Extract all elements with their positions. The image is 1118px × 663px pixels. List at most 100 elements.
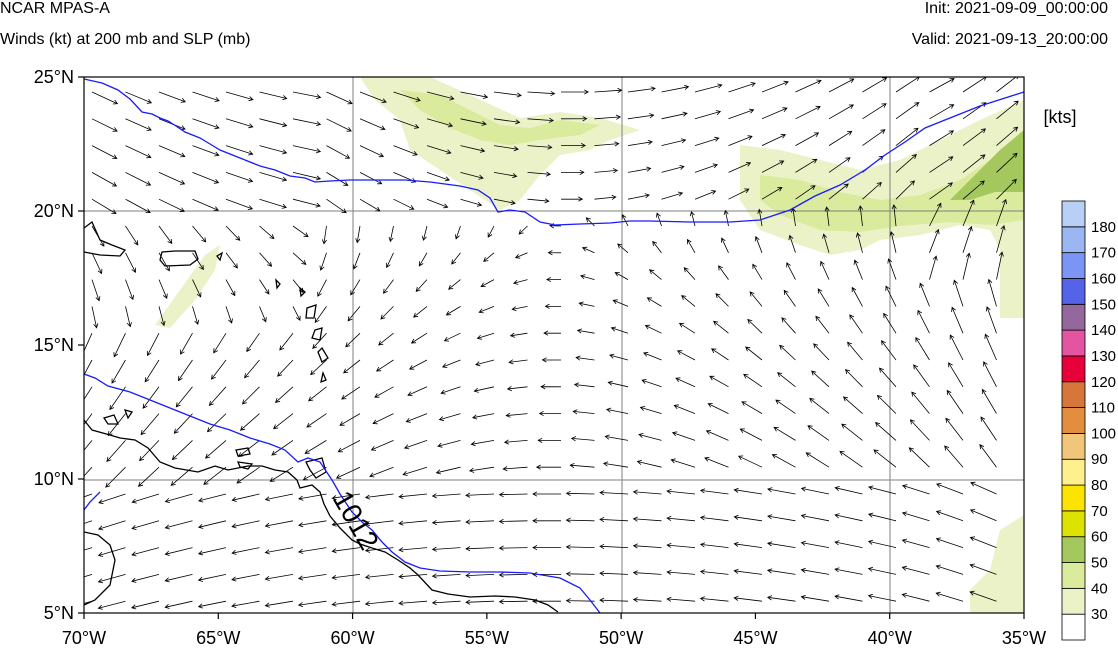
colorbar-swatch — [1061, 613, 1086, 641]
wind-arrow — [326, 118, 352, 132]
wind-arrow — [847, 341, 863, 361]
wind-arrow — [518, 225, 528, 235]
wind-arrow — [761, 80, 789, 93]
wind-arrow — [393, 91, 421, 102]
wind-arrow — [643, 351, 662, 361]
wind-arrow — [944, 445, 964, 468]
wind-arrow — [908, 447, 930, 468]
wind-arrow — [292, 145, 322, 154]
coast-greater-antilles — [84, 220, 127, 257]
wind-arrow — [532, 545, 561, 551]
wind-arrow — [352, 252, 361, 270]
wind-arrow — [192, 198, 219, 211]
wind-arrow — [813, 343, 830, 361]
wind-arrow — [84, 520, 93, 524]
wind-arrow — [599, 570, 629, 576]
wind-arrow — [314, 306, 327, 323]
wind-arrow — [171, 440, 193, 461]
wind-arrow — [292, 118, 322, 127]
wind-arrow — [880, 340, 897, 361]
wind-arrow — [948, 362, 964, 388]
lon-tick-label: 60°W — [330, 628, 374, 648]
wind-arrow — [91, 252, 103, 275]
wind-arrow — [471, 413, 495, 420]
wind-arrow — [231, 574, 260, 582]
wind-arrow — [131, 493, 160, 504]
lat-tick-label: 20°N — [34, 201, 74, 221]
colorbar-label: 50 — [1091, 555, 1108, 572]
wind-arrow — [241, 386, 260, 405]
wind-arrow — [527, 117, 555, 123]
wind-arrow — [302, 466, 327, 481]
wind-arrow — [331, 574, 361, 580]
wind-arrow — [594, 141, 620, 147]
wind-arrow — [421, 225, 428, 241]
jet-max-east — [950, 130, 1024, 200]
wind-arrow — [929, 228, 940, 253]
wind-arrow — [699, 542, 729, 548]
wind-arrow — [197, 547, 227, 556]
wind-arrow — [901, 565, 930, 575]
wind-arrow — [259, 145, 288, 155]
wind-arrow — [192, 252, 204, 271]
wind-arrow — [962, 225, 973, 253]
wind-arrow — [277, 359, 294, 377]
wind-arrow — [795, 158, 818, 173]
colorbar-label: 70 — [1091, 503, 1108, 520]
wind-arrow — [694, 83, 723, 93]
wind-arrow — [398, 493, 428, 499]
wind-arrow — [538, 410, 562, 417]
wind-arrow — [733, 568, 763, 575]
wind-arrow — [569, 463, 595, 469]
wind-arrow — [326, 172, 349, 186]
wind-arrow — [953, 279, 964, 307]
coast-margarita — [235, 447, 254, 470]
wind-arrow — [331, 547, 361, 554]
wind-arrow — [158, 145, 186, 158]
wind-arrow — [259, 172, 288, 182]
wind-arrow — [97, 600, 126, 610]
wind-arrow — [689, 211, 696, 227]
colorbar-label: 110 — [1091, 400, 1115, 417]
wind-arrow — [929, 104, 955, 120]
coast-puerto-rico — [159, 250, 199, 267]
wind-arrow — [867, 566, 897, 575]
colorbar-swatch — [1061, 303, 1086, 331]
wind-arrow — [737, 455, 763, 468]
wind-arrow — [84, 413, 93, 426]
wind-arrow — [913, 364, 930, 388]
wind-arrow — [441, 359, 461, 368]
wind-arrow — [460, 91, 489, 99]
wind-arrow — [310, 359, 327, 376]
wind-arrow — [627, 193, 650, 200]
wind-arrow — [393, 198, 415, 210]
wind-arrow — [543, 330, 562, 336]
wind-arrow — [343, 359, 361, 374]
wind-arrow — [834, 540, 863, 548]
wind-arrow — [225, 145, 254, 156]
wind-arrow — [292, 225, 309, 238]
wind-arrow — [478, 306, 495, 314]
wind-arrow — [996, 77, 1019, 93]
wind-arrow — [125, 306, 132, 328]
wind-arrow — [707, 403, 729, 414]
wind-arrow — [465, 519, 495, 525]
wind-arrow — [125, 252, 136, 273]
lon-tick-label: 40°W — [868, 628, 912, 648]
wind-arrow — [125, 198, 151, 213]
wind-arrow — [506, 385, 528, 392]
wind-arrow — [632, 570, 662, 576]
wind-arrow — [292, 198, 321, 208]
wind-arrow — [822, 233, 830, 253]
wind-arrow — [398, 547, 428, 553]
wind-arrow — [867, 593, 897, 602]
wind-arrow — [292, 91, 322, 100]
wind-arrow — [197, 600, 227, 609]
wind-arrow — [503, 439, 528, 445]
wind-arrow — [996, 126, 1019, 146]
colorbar-label: 160 — [1091, 270, 1116, 287]
wind-arrow — [208, 386, 227, 407]
colorbar-swatch — [1061, 252, 1086, 279]
wind-arrow — [493, 198, 516, 206]
wind-arrow — [781, 317, 796, 334]
